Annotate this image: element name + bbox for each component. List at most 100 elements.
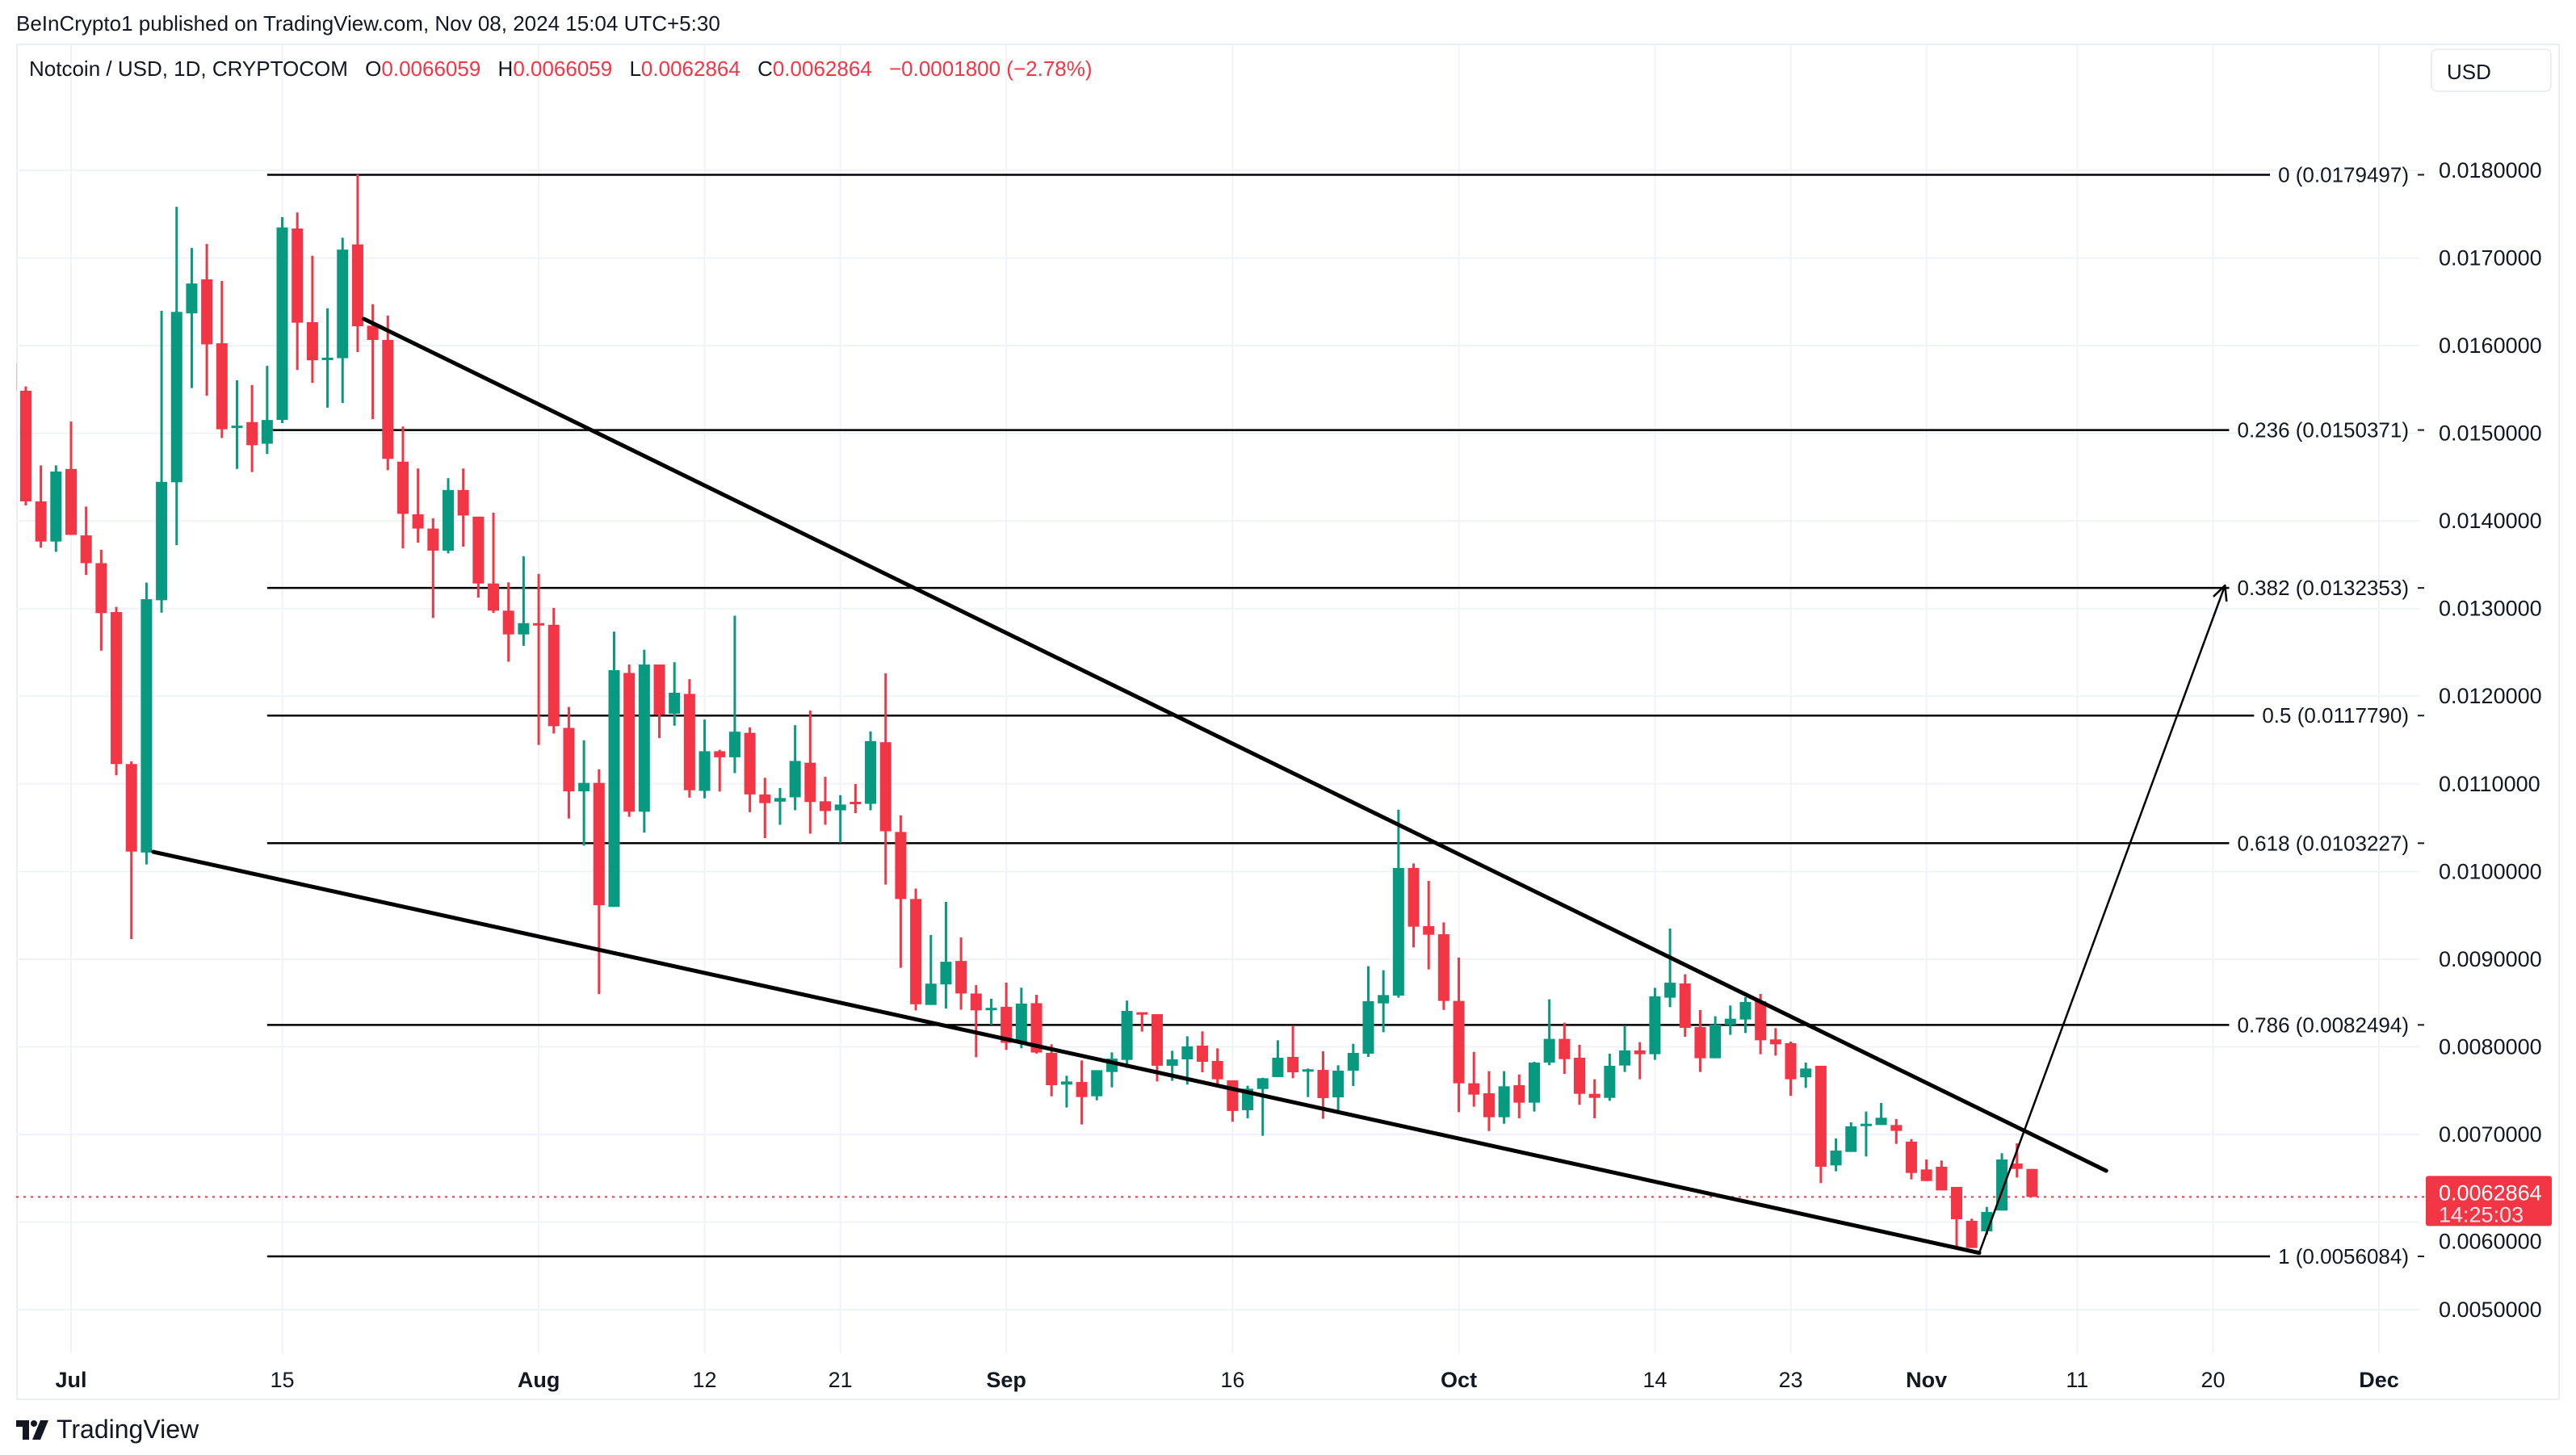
candle-2024-08-25[interactable] [895,815,907,968]
candle-2024-07-13[interactable] [246,384,258,472]
candle-2024-10-10[interactable] [1588,1079,1601,1118]
candle-2024-08-28[interactable] [940,901,952,1009]
candle-2024-10-29[interactable] [1875,1102,1887,1126]
candle-2024-07-27[interactable] [457,468,469,547]
candle-2024-09-21[interactable] [1302,1068,1314,1097]
candle-2024-10-06[interactable] [1528,1061,1540,1112]
candle-2024-11-03[interactable] [1951,1186,1962,1247]
candle-2024-08-05[interactable] [593,769,605,995]
candle-2024-08-21[interactable] [834,795,846,843]
candle-2024-07-09[interactable] [186,248,198,388]
candle-2024-07-11[interactable] [216,280,228,438]
candle-2024-07-19[interactable] [337,237,349,404]
candle-2024-09-23[interactable] [1332,1065,1345,1111]
candle-2024-08-17[interactable] [774,787,786,825]
candle-2024-07-03[interactable] [95,549,107,651]
candle-2024-06-27[interactable] [5,363,17,391]
candle-2024-08-01[interactable] [533,573,545,745]
candle-2024-07-20[interactable] [351,174,363,353]
candle-2024-07-10[interactable] [201,244,213,396]
candle-2024-10-25[interactable] [1815,1065,1827,1184]
candle-2024-08-26[interactable] [910,888,922,1011]
candle-2024-10-18[interactable] [1710,1016,1722,1059]
candle-2024-11-02[interactable] [1936,1160,1948,1191]
candle-2024-06-28[interactable] [19,386,31,506]
candle-2024-07-22[interactable] [382,315,394,471]
candle-2024-09-06[interactable] [1076,1060,1088,1125]
candle-2024-07-28[interactable] [472,516,485,598]
candle-2024-09-25[interactable] [1362,966,1374,1057]
candle-2024-08-23[interactable] [865,731,877,811]
candle-2024-08-18[interactable] [789,725,801,811]
candle-2024-09-10[interactable] [1136,1012,1148,1032]
candle-2024-06-29[interactable] [35,465,47,548]
candle-2024-08-14[interactable] [728,615,740,774]
candle-2024-10-04[interactable] [1498,1071,1510,1124]
candle-2024-07-30[interactable] [502,582,514,662]
lower-wedge-line[interactable] [151,849,1982,1256]
candle-2024-08-13[interactable] [714,749,726,792]
candle-2024-10-19[interactable] [1724,1005,1736,1035]
candle-2024-10-27[interactable] [1845,1122,1857,1152]
candle-2024-09-30[interactable] [1437,922,1450,1010]
candle-2024-07-26[interactable] [443,478,454,554]
candle-2024-10-13[interactable] [1634,1042,1646,1080]
candle-2024-10-11[interactable] [1604,1053,1616,1101]
candle-2024-10-16[interactable] [1679,974,1691,1038]
candle-2024-08-12[interactable] [699,719,711,799]
candle-2024-09-08[interactable] [1105,1052,1118,1088]
candle-2024-09-24[interactable] [1347,1043,1359,1087]
candle-2024-06-30[interactable] [50,465,62,552]
symbol-name[interactable]: Notcoin / USD, 1D, CRYPTOCOM [29,57,348,81]
candle-2024-09-18[interactable] [1257,1077,1269,1136]
candle-2024-08-11[interactable] [683,679,695,798]
candle-2024-07-08[interactable] [170,207,183,546]
candle-2024-10-26[interactable] [1830,1138,1842,1172]
candle-2024-11-04[interactable] [1966,1218,1978,1248]
candle-2024-08-24[interactable] [879,673,892,885]
candle-2024-08-19[interactable] [804,710,816,834]
candle-2024-10-31[interactable] [1905,1138,1917,1180]
candle-2024-08-04[interactable] [578,740,590,846]
candle-2024-07-12[interactable] [231,380,243,469]
candle-2024-07-23[interactable] [396,426,409,549]
candle-2024-07-18[interactable] [321,308,334,408]
candle-2024-08-20[interactable] [820,777,831,825]
candle-2024-10-17[interactable] [1694,1010,1706,1072]
candle-2024-09-02[interactable] [1015,987,1027,1049]
upper-wedge-line[interactable] [362,317,2108,1173]
candle-2024-09-28[interactable] [1408,863,1420,948]
candle-2024-09-05[interactable] [1060,1076,1072,1108]
candle-2024-07-16[interactable] [292,212,304,371]
candle-2024-07-29[interactable] [488,512,500,614]
candle-2024-09-19[interactable] [1272,1040,1284,1077]
candle-2024-07-07[interactable] [156,310,168,613]
candle-2024-10-02[interactable] [1468,1051,1480,1107]
candle-2024-07-17[interactable] [306,255,318,384]
candle-2024-07-06[interactable] [141,582,153,865]
candle-2024-10-23[interactable] [1785,1041,1797,1096]
candle-2024-07-05[interactable] [125,761,137,940]
candle-2024-10-22[interactable] [1769,1028,1781,1056]
candle-2024-10-15[interactable] [1664,928,1676,1008]
candle-2024-10-20[interactable] [1739,996,1752,1034]
candle-2024-07-04[interactable] [111,606,123,776]
candle-2024-10-03[interactable] [1483,1071,1495,1131]
candle-2024-11-01[interactable] [1920,1159,1932,1181]
candle-2024-10-12[interactable] [1619,1025,1631,1072]
candle-2024-11-08[interactable] [2026,1168,2038,1197]
candle-2024-08-16[interactable] [759,778,771,838]
candle-2024-10-07[interactable] [1543,999,1555,1066]
candle-2024-08-31[interactable] [985,999,997,1025]
candle-2024-07-24[interactable] [412,468,424,543]
candle-2024-08-08[interactable] [638,649,650,833]
candle-2024-10-30[interactable] [1890,1118,1903,1144]
candle-2024-09-07[interactable] [1091,1070,1103,1101]
candle-2024-09-15[interactable] [1211,1048,1223,1087]
candle-2024-08-07[interactable] [623,664,636,817]
candle-2024-09-26[interactable] [1378,970,1390,1033]
candle-2024-08-09[interactable] [653,664,665,739]
candle-2024-08-30[interactable] [970,985,982,1058]
candle-2024-10-05[interactable] [1513,1074,1525,1118]
